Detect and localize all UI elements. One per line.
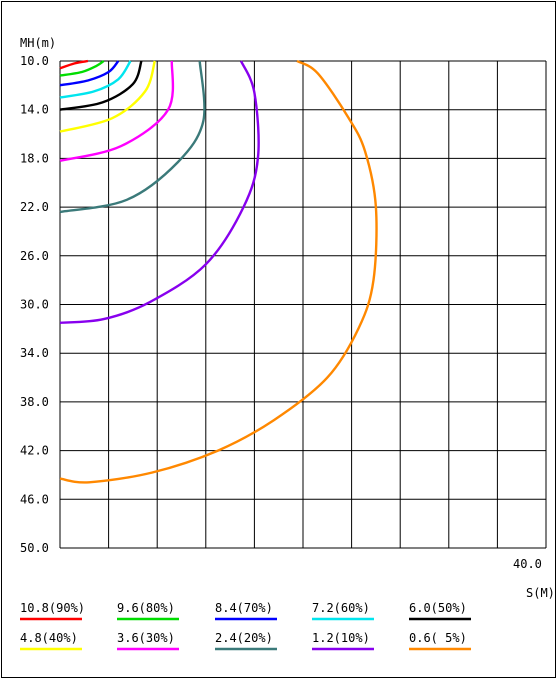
legend-label: 2.4(20%) (215, 631, 273, 645)
contour-line-4 (59, 60, 132, 99)
contour-line-5 (59, 60, 143, 111)
axis-labels: MH(m) S(M) (20, 36, 555, 600)
x-axis-label: S(M) (526, 586, 555, 600)
contour-line-3 (59, 60, 120, 87)
legend-label: 8.4(70%) (215, 601, 273, 615)
grid: 10.0 14.0 18.0 22.0 26.0 30.0 34.0 38.0 42.0 46.0… (20, 54, 547, 571)
legend-label: 4.8(40%) (20, 631, 78, 645)
legend-label: 0.6( 5%) (409, 631, 467, 645)
y-tick-label: 34.0 (20, 346, 49, 360)
contour-line-7 (59, 60, 175, 162)
y-tick-label: 26.0 (20, 249, 49, 263)
contour-line-6 (59, 60, 156, 133)
y-tick-label: 14.0 (20, 103, 49, 117)
contour-line-10 (59, 59, 378, 484)
legend: 10.8(90%) 9.6(80%) 8.4(70%) 7.2(60%) 6.0(50%… (20, 601, 471, 651)
contour-line-1 (59, 59, 89, 70)
y-tick-label: 10.0 (20, 54, 49, 68)
y-tick-label: 30.0 (20, 298, 49, 312)
y-tick-label: 46.0 (20, 492, 49, 506)
legend-label: 9.6(80%) (117, 601, 175, 615)
legend-label: 10.8(90%) (20, 601, 85, 615)
y-tick-label: 18.0 (20, 151, 49, 165)
x-tick-label: 40.0 (513, 557, 542, 571)
contour-line-9 (59, 60, 260, 324)
contour-line-2 (59, 60, 105, 77)
contour-line-8 (59, 60, 206, 214)
y-tick-label: 22.0 (20, 200, 49, 214)
legend-label: 6.0(50%) (409, 601, 467, 615)
y-tick-label: 42.0 (20, 444, 49, 458)
legend-label: 7.2(60%) (312, 601, 370, 615)
legend-label: 1.2(10%) (312, 631, 370, 645)
y-tick-label: 50.0 (20, 541, 49, 555)
y-tick-label: 38.0 (20, 395, 49, 409)
legend-label: 3.6(30%) (117, 631, 175, 645)
y-axis-label: MH(m) (20, 36, 56, 50)
contour-lines (59, 59, 378, 484)
